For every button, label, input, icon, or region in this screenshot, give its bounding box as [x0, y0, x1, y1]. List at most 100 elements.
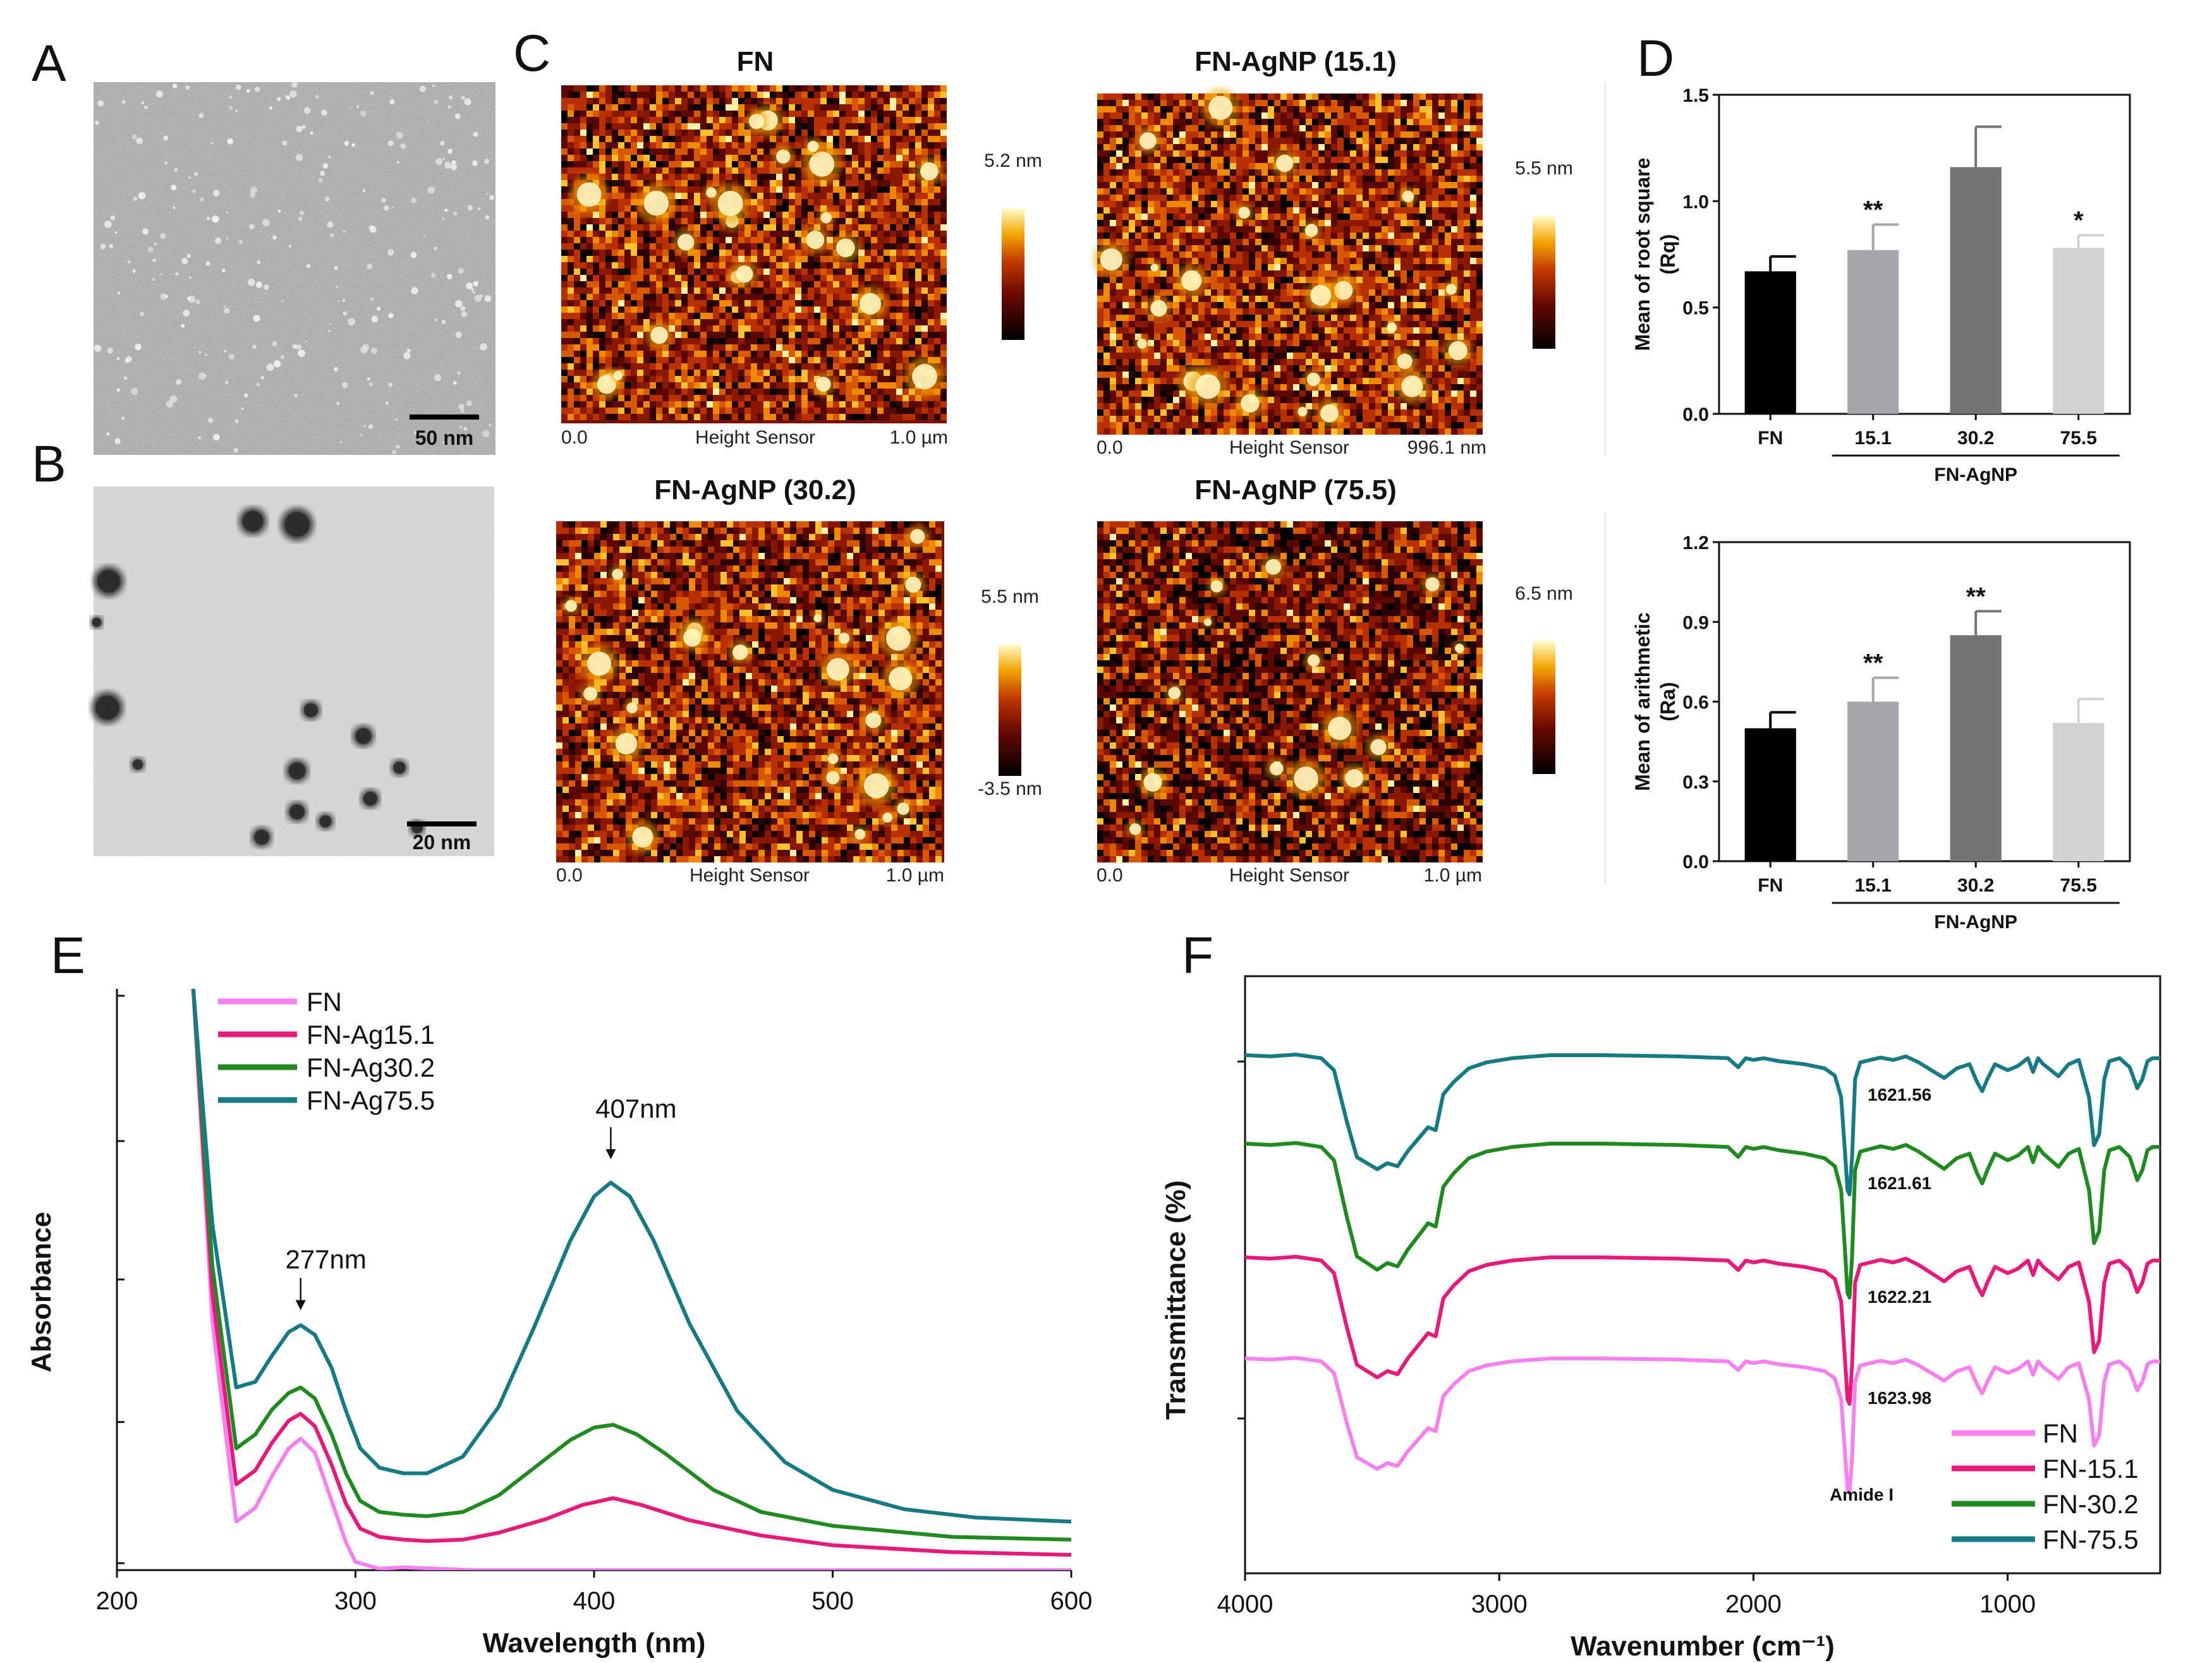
afm-foot-mid-30-2: Height Sensor — [690, 865, 810, 886]
panel-label-c: C — [513, 25, 550, 82]
significance-mark: ** — [1863, 196, 1883, 224]
x-tick-label: 30.2 — [1957, 428, 1994, 449]
panel-label-f: F — [1182, 927, 1213, 984]
afm-image-fn-agnp-75-5: FN-AgNP (75.5) 0.0 Height Sensor 1.0 µm … — [1097, 475, 1573, 886]
figure-canvas: A 50 nm B 20 nm C FN 0.0 Height Sensor 1… — [0, 0, 2212, 1663]
significance-mark: ** — [1863, 650, 1883, 677]
series-line-FN — [1245, 1358, 2160, 1493]
afm-heatmap-15-1 — [1093, 88, 1483, 435]
afm-foot-mid-fn: Height Sensor — [695, 427, 815, 448]
afm-foot-right-15-1: 996.1 nm — [1407, 437, 1486, 458]
bar-15.1 — [1847, 702, 1899, 862]
bar-chart-rq: 0.00.51.01.5FN**15.1 30.2*75.5FN-AgNPMean… — [1631, 85, 2130, 485]
annotation-arrowhead — [605, 1149, 616, 1159]
afm-foot-left-15-1: 0.0 — [1097, 437, 1123, 458]
afm-title-15-1: FN-AgNP (15.1) — [1194, 46, 1396, 77]
afm-heatmap-30-2 — [556, 521, 944, 862]
x-axis-label: Wavelength (nm) — [483, 1628, 706, 1659]
x-tick-label: 200 — [96, 1587, 138, 1615]
x-axis-label: Wavenumber (cm⁻¹) — [1571, 1631, 1835, 1662]
legend-label: FN — [307, 987, 342, 1017]
plot-frame — [1245, 976, 2160, 1573]
significance-mark: * — [2074, 207, 2084, 234]
y-tick-label: 1.5 — [1682, 85, 1709, 106]
legend-label: FN-Ag75.5 — [307, 1085, 435, 1115]
legend-label: FN-Ag30.2 — [307, 1053, 435, 1082]
bar-FN — [1745, 729, 1796, 861]
colorbar-max-15-1: 5.5 nm — [1515, 158, 1573, 179]
y-tick-label: 0.0 — [1682, 852, 1709, 873]
annotation-arrowhead — [296, 1300, 306, 1310]
x-tick-label: 500 — [811, 1587, 854, 1615]
panel-label-a: A — [32, 35, 66, 92]
bar-15.1 — [1847, 250, 1899, 414]
y-axis-label: Mean of arithmetic — [1631, 612, 1654, 791]
x-tick-label: 30.2 — [1957, 875, 1994, 896]
x-tick-label: 75.5 — [2060, 428, 2097, 449]
x-tick-label: FN — [1758, 428, 1783, 449]
y-axis-label-unit: (Ra) — [1656, 682, 1679, 721]
x-tick-label: 4000 — [1217, 1590, 1273, 1618]
bar-75.5 — [2053, 248, 2104, 414]
afm-foot-right-30-2: 1.0 µm — [886, 865, 944, 886]
panel-label-e: E — [51, 927, 85, 984]
series-line-FN-75.5 — [1245, 1055, 2160, 1194]
afm-title-75-5: FN-AgNP (75.5) — [1194, 475, 1396, 505]
panel-label-b: B — [32, 435, 66, 493]
scale-bar-a — [410, 414, 479, 420]
peak-label: 1622.21 — [1868, 1287, 1931, 1307]
colorbar-75-5 — [1533, 641, 1555, 774]
y-axis-label: Mean of root square — [1631, 158, 1654, 351]
x-tick-label: 2000 — [1725, 1590, 1782, 1618]
afm-image-fn: FN 0.0 Height Sensor 1.0 µm 5.2 nm — [561, 46, 1042, 448]
legend-label: FN-30.2 — [2043, 1489, 2139, 1519]
bar-75.5 — [2053, 723, 2104, 861]
x-tick-label: 75.5 — [2060, 875, 2097, 896]
peak-annotation: 277nm — [285, 1245, 366, 1274]
bar-FN — [1745, 271, 1796, 414]
x-tick-label: FN — [1758, 875, 1783, 896]
y-tick-label: 1.0 — [1682, 191, 1709, 212]
y-tick-label: 0.9 — [1682, 612, 1709, 633]
afm-foot-mid-75-5: Height Sensor — [1229, 865, 1349, 886]
afm-foot-left-75-5: 0.0 — [1097, 865, 1123, 886]
x-tick-label: 15.1 — [1855, 875, 1892, 896]
group-label: FN-AgNP — [1934, 464, 2017, 485]
afm-title-30-2: FN-AgNP (30.2) — [654, 475, 856, 505]
y-axis-label-unit: (Rq) — [1656, 234, 1679, 275]
scale-bar-a-label: 50 nm — [415, 426, 473, 449]
afm-title-fn: FN — [737, 46, 774, 77]
afm-foot-right-fn: 1.0 µm — [890, 427, 948, 448]
afm-image-fn-agnp-30-2: FN-AgNP (30.2) 0.0 Height Sensor 1.0 µm … — [556, 475, 1042, 886]
afm-foot-left-30-2: 0.0 — [556, 865, 583, 886]
sem-image-a: 50 nm — [94, 82, 495, 455]
x-tick-label: 600 — [1050, 1587, 1093, 1615]
colorbar-max-30-2: 5.5 nm — [981, 586, 1039, 607]
tem-image-b: 20 nm — [90, 487, 494, 856]
bar-30.2 — [1950, 167, 2002, 414]
peak-label: 1621.61 — [1868, 1173, 1931, 1193]
colorbar-max-fn: 5.2 nm — [984, 150, 1042, 171]
y-tick-label: 0.3 — [1682, 772, 1709, 793]
scale-bar-b-label: 20 nm — [413, 831, 471, 854]
legend-label: FN-75.5 — [2043, 1525, 2139, 1554]
peak-label: 1621.56 — [1868, 1085, 1931, 1104]
x-tick-label: 15.1 — [1855, 428, 1892, 449]
afm-heatmap-75-5 — [1097, 521, 1483, 862]
colorbar-30-2 — [999, 644, 1021, 776]
peak-label: 1623.98 — [1868, 1388, 1931, 1408]
x-tick-label: 400 — [573, 1587, 616, 1615]
afm-foot-mid-15-1: Height Sensor — [1229, 437, 1349, 458]
scale-bar-b — [407, 821, 477, 826]
x-tick-label: 300 — [334, 1587, 377, 1615]
legend-label: FN — [2043, 1418, 2078, 1448]
series-line-FN-15.1 — [1245, 1257, 2160, 1404]
panel-label-d: D — [1637, 30, 1674, 87]
legend-label: FN-Ag15.1 — [307, 1020, 435, 1049]
y-axis-label: Absorbance — [26, 1212, 57, 1372]
x-tick-label: 1000 — [1979, 1590, 2036, 1618]
legend-label: FN-15.1 — [2043, 1454, 2139, 1484]
y-tick-label: 1.2 — [1682, 533, 1709, 553]
uv-vis-chart: 200 300 400 500 600 Wavelength (nm) Absorbance… — [26, 987, 1092, 1659]
afm-foot-right-75-5: 1.0 µm — [1424, 865, 1482, 886]
